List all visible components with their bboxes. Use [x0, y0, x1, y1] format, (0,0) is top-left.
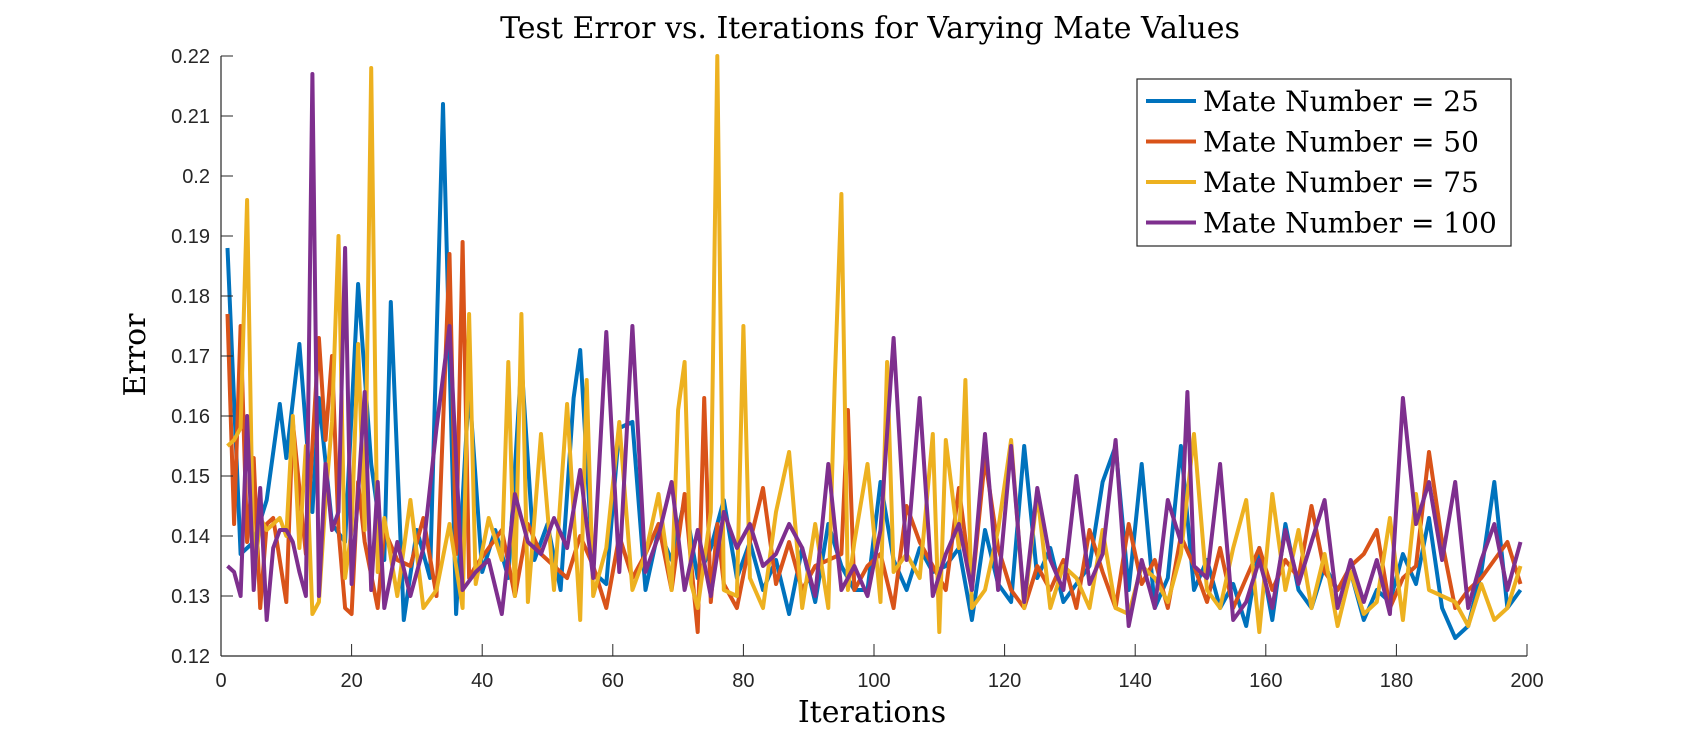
series-line-1 — [225, 102, 1523, 640]
x-tick-label: 180 — [1380, 670, 1413, 692]
legend: Mate Number = 25 Mate Number = 50 Mate Num… — [1136, 78, 1512, 247]
y-axis-label: Error — [118, 313, 153, 397]
x-tick-label: 80 — [732, 670, 754, 692]
x-tick-label: 160 — [1249, 670, 1282, 692]
x-tick-label: 40 — [471, 670, 493, 692]
y-tick-label: 0.18 — [171, 286, 210, 308]
x-tick-label: 0 — [215, 670, 226, 692]
x-tick-label: 100 — [857, 670, 890, 692]
x-tick-label: 60 — [602, 670, 624, 692]
x-axis-label: Iterations — [798, 695, 946, 730]
legend-label-2: Mate Number = 50 — [1203, 126, 1479, 159]
y-tick-label: 0.13 — [171, 586, 210, 608]
y-tick-label: 0.19 — [171, 226, 210, 248]
x-tick-label: 140 — [1119, 670, 1152, 692]
series-line-3 — [226, 54, 1523, 634]
y-tick-label: 0.14 — [171, 526, 210, 548]
legend-box — [1136, 78, 1512, 247]
y-tick-label: 0.22 — [171, 46, 210, 68]
axes: 0 20 40 60 80 100 120 140 160 180 200 0.12 0.13 0.14 0… — [171, 46, 1544, 692]
legend-label-3: Mate Number = 75 — [1203, 166, 1479, 199]
y-tick-label: 0.16 — [171, 406, 210, 428]
y-tick-label: 0.21 — [171, 106, 210, 128]
series-line-4 — [226, 72, 1523, 628]
x-tick-label: 120 — [988, 670, 1021, 692]
x-tick-label: 200 — [1510, 670, 1543, 692]
y-tick-label: 0.17 — [171, 346, 210, 368]
legend-label-4: Mate Number = 100 — [1203, 207, 1497, 240]
y-tick-label: 0.15 — [171, 466, 210, 488]
plot-area — [225, 54, 1523, 640]
y-tick-label: 0.12 — [171, 646, 210, 668]
x-tick-label: 20 — [340, 670, 362, 692]
y-tick-label: 0.2 — [182, 166, 210, 188]
chart-title: Test Error vs. Iterations for Varying Ma… — [500, 11, 1240, 46]
legend-label-1: Mate Number = 25 — [1203, 85, 1479, 118]
